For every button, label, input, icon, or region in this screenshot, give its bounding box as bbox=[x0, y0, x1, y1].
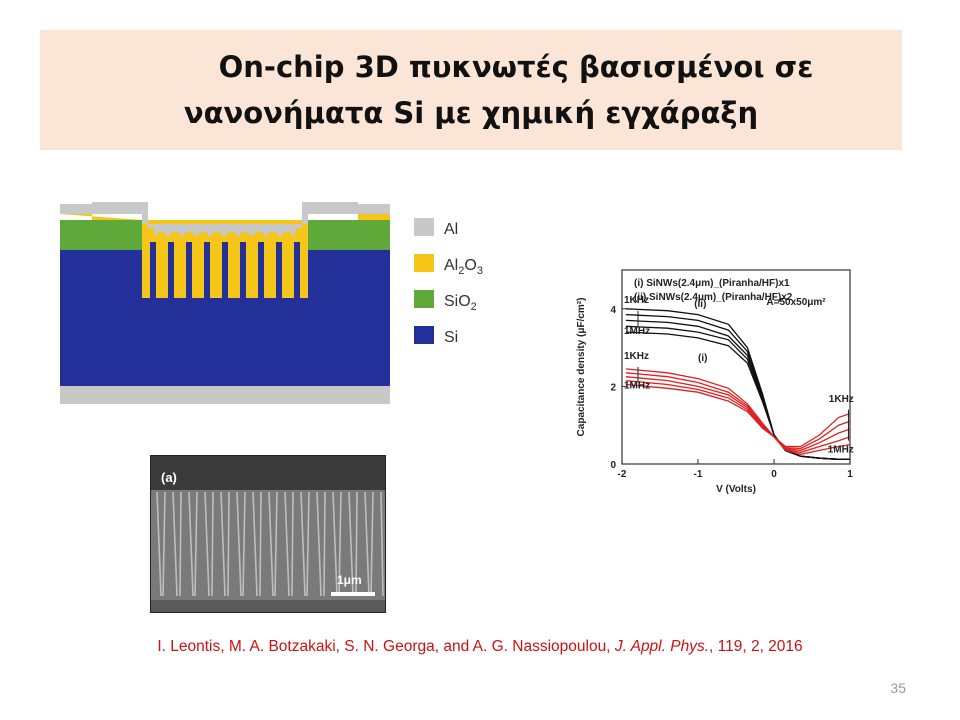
cv-chart: -2 -1 0 1 0 2 4 V (Volts) Capacitance density (μ… bbox=[576, 269, 854, 495]
x-tick-label: 0 bbox=[771, 469, 777, 480]
x-tick-label: 1 bbox=[847, 469, 853, 480]
series-line bbox=[625, 331, 850, 460]
svg-text:Al2O3: Al2O3 bbox=[444, 257, 483, 277]
sio2-right bbox=[308, 220, 390, 250]
nanowire-texture bbox=[156, 491, 384, 597]
y-tick-label: 4 bbox=[610, 305, 616, 316]
bottom-al-layer bbox=[60, 386, 390, 404]
scale-bar bbox=[331, 592, 375, 596]
legend-entry: (ii) SiNWs(2.4μm)_(Piranha/HF)x2 bbox=[634, 292, 793, 303]
legend-item-al2o3: Al2O3 bbox=[414, 254, 483, 277]
x-tick-label: -2 bbox=[618, 469, 627, 480]
citation: I. Leontis, M. A. Botzakaki, S. N. Georg… bbox=[0, 638, 960, 656]
legend-item-sio2: SiO2 bbox=[414, 290, 477, 313]
title-line-1: On-chip 3D πυκνωτές βασισμένοι σε bbox=[218, 50, 814, 84]
chart-annotation: 1MHz bbox=[828, 444, 854, 455]
series-line bbox=[625, 379, 851, 454]
nanowire-gaps bbox=[150, 242, 300, 302]
slide-title: On-chip 3D πυκνωτές βασισμένοι σε νανονή… bbox=[40, 44, 902, 136]
chart-annotation: 1MHz bbox=[624, 380, 650, 391]
sem-image: (a) 1μm bbox=[150, 455, 386, 613]
svg-text:Al: Al bbox=[444, 221, 458, 238]
chart-annotation: 1KHz bbox=[829, 394, 854, 405]
citation-details: , 119, 2, 2016 bbox=[709, 638, 803, 655]
chart-annotation: 1KHz bbox=[624, 351, 649, 362]
page-number: 35 bbox=[890, 680, 906, 696]
scale-label: 1μm bbox=[337, 573, 362, 587]
y-tick-label: 0 bbox=[610, 460, 616, 471]
schematic-legend: Al Al2O3 SiO2 Si bbox=[414, 218, 483, 346]
title-line-2: νανονήματα Si με χημική εγχάραξη bbox=[183, 96, 759, 130]
svg-text:SiO2: SiO2 bbox=[444, 293, 477, 313]
x-axis-label: V (Volts) bbox=[716, 484, 756, 495]
legend-entry: (i) SiNWs(2.4μm)_(Piranha/HF)x1 bbox=[634, 278, 790, 289]
x-tick-label: -1 bbox=[694, 469, 703, 480]
area-label: A=50x50μm² bbox=[766, 297, 826, 308]
svg-text:Si: Si bbox=[444, 329, 458, 346]
sio2-left bbox=[60, 220, 142, 250]
chart-annotation: (ii) bbox=[694, 299, 706, 310]
legend-item-al: Al bbox=[414, 218, 458, 238]
legend-item-si: Si bbox=[414, 326, 458, 346]
citation-authors: I. Leontis, M. A. Botzakaki, S. N. Georg… bbox=[157, 638, 615, 655]
chart-annotation: 1KHz bbox=[624, 295, 649, 306]
y-tick-label: 2 bbox=[610, 382, 616, 393]
top-al-layer bbox=[60, 202, 390, 238]
series-line bbox=[625, 383, 851, 455]
citation-journal: J. Appl. Phys. bbox=[614, 638, 710, 655]
chart-annotation: (i) bbox=[698, 353, 707, 364]
y-axis-label: Capacitance density (μF/cm²) bbox=[576, 298, 587, 437]
plot-frame bbox=[621, 269, 851, 465]
chart-annotation: 1MHz bbox=[624, 326, 650, 337]
al2o3-layer bbox=[60, 214, 390, 228]
capacitor-schematic bbox=[60, 202, 390, 404]
title-band bbox=[40, 30, 902, 150]
panel-label: (a) bbox=[161, 470, 177, 485]
series-line bbox=[625, 368, 851, 448]
